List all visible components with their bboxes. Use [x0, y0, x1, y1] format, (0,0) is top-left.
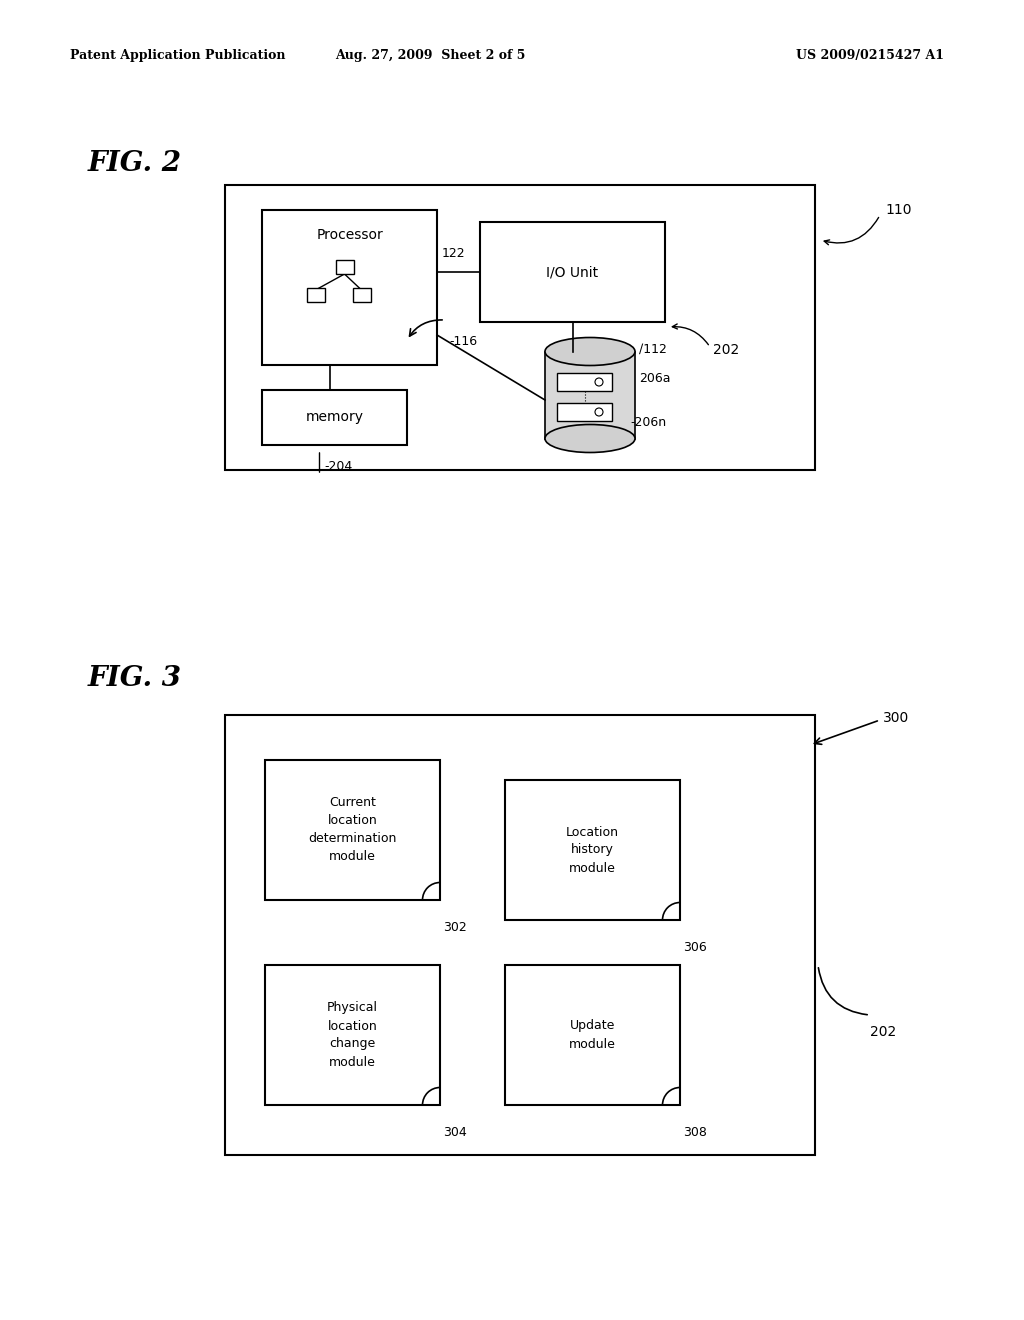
Text: 206a: 206a — [639, 371, 671, 384]
Bar — [505, 780, 680, 920]
Bar — [545, 351, 635, 438]
Text: 304: 304 — [443, 1126, 467, 1139]
Bar — [265, 965, 440, 1105]
Text: memory: memory — [305, 411, 364, 425]
Text: -204: -204 — [325, 459, 352, 473]
Text: Aug. 27, 2009  Sheet 2 of 5: Aug. 27, 2009 Sheet 2 of 5 — [335, 49, 525, 62]
Text: 300: 300 — [883, 711, 909, 725]
Text: 202: 202 — [870, 1026, 896, 1039]
Text: I/O Unit: I/O Unit — [547, 265, 599, 279]
Bar — [336, 260, 353, 275]
Bar — [265, 760, 440, 900]
Bar — [352, 288, 371, 302]
Text: FIG. 2: FIG. 2 — [88, 150, 182, 177]
Text: 202: 202 — [713, 343, 739, 356]
Text: -116: -116 — [449, 335, 477, 348]
Text: FIG. 3: FIG. 3 — [88, 665, 182, 692]
Ellipse shape — [595, 408, 603, 416]
Bar — [557, 403, 612, 421]
Text: 122: 122 — [442, 247, 466, 260]
Text: ∕112: ∕112 — [639, 342, 667, 355]
Text: Processor: Processor — [316, 228, 383, 242]
Bar — [480, 222, 665, 322]
Text: Update
module: Update module — [569, 1019, 616, 1051]
Bar — [262, 389, 407, 445]
Text: 306: 306 — [683, 941, 707, 954]
Text: Patent Application Publication: Patent Application Publication — [70, 49, 286, 62]
Ellipse shape — [595, 378, 603, 385]
Bar — [225, 185, 815, 470]
Bar — [505, 965, 680, 1105]
Text: -206n: -206n — [630, 417, 667, 429]
Text: 308: 308 — [683, 1126, 707, 1139]
Ellipse shape — [545, 425, 635, 453]
Bar — [225, 715, 815, 1155]
Text: 302: 302 — [443, 921, 467, 935]
Text: Physical
location
change
module: Physical location change module — [327, 1002, 378, 1068]
Text: Location
history
module: Location history module — [566, 825, 618, 874]
Bar — [306, 288, 325, 302]
Text: US 2009/0215427 A1: US 2009/0215427 A1 — [796, 49, 944, 62]
Bar — [262, 210, 437, 366]
Bar — [557, 374, 612, 391]
Text: Current
location
determination
module: Current location determination module — [308, 796, 396, 863]
Text: 110: 110 — [885, 203, 911, 216]
Ellipse shape — [545, 338, 635, 366]
